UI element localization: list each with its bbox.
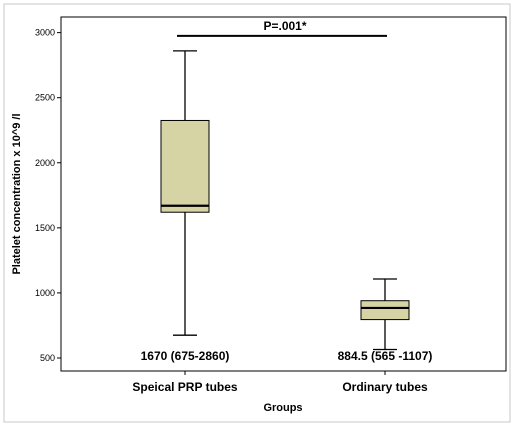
significance-group: P=.001* <box>177 19 387 37</box>
plot-area <box>60 16 507 372</box>
y-tick-label: 2500 <box>35 93 55 103</box>
y-tick-label: 3000 <box>35 28 55 38</box>
y-tick-label: 500 <box>40 353 55 363</box>
box-1 <box>160 50 210 336</box>
iqr-box <box>360 300 410 321</box>
y-tick-label: 2000 <box>35 158 55 168</box>
box-2 <box>360 278 410 351</box>
y-axis-title: Platelet concentration x 10^9 /l <box>11 113 23 274</box>
iqr-box <box>160 119 210 213</box>
box-summary-label: 884.5 (565 -1107) <box>338 349 433 363</box>
annotation-group: 1670 (675-2860) 884.5 (565 -1107) <box>141 349 433 363</box>
box-group <box>160 50 410 351</box>
x-category-label: Ordinary tubes <box>342 380 428 394</box>
x-category-label: Speical PRP tubes <box>132 380 237 394</box>
x-axis-title: Groups <box>263 402 302 414</box>
y-tick-label: 1500 <box>35 223 55 233</box>
box-summary-label: 1670 (675-2860) <box>141 349 230 363</box>
significance-label: P=.001* <box>263 19 306 33</box>
outer-frame <box>3 3 511 423</box>
y-axis-ticks: 500 1000 1500 2000 2500 3000 <box>35 28 61 363</box>
category-labels: Speical PRP tubes Ordinary tubes <box>132 371 428 394</box>
y-tick-label: 1000 <box>35 288 55 298</box>
